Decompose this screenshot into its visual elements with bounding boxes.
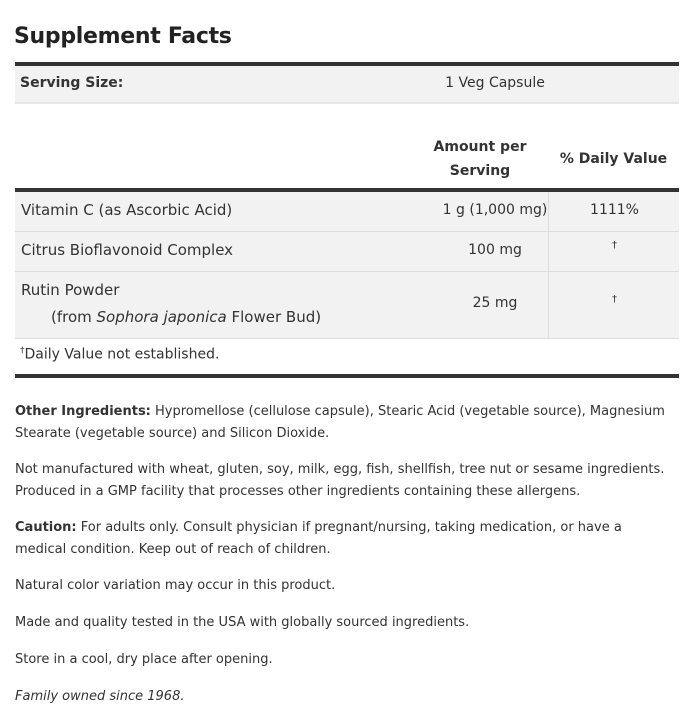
ingredient-name: Citrus Bioflavonoid Complex	[21, 241, 234, 259]
allergen-note: Not manufactured with wheat, gluten, soy…	[15, 462, 665, 499]
divider	[15, 374, 679, 378]
amount-header: Amount per Serving	[433, 139, 527, 179]
serving-size-value: 1 Veg Capsule	[445, 75, 545, 91]
storage-note: Store in a cool, dry place after opening…	[15, 652, 273, 667]
ingredient-name: Vitamin C (as Ascorbic Acid)	[21, 201, 233, 219]
ingredient-source: (from Sophora japonica Flower Bud)	[51, 308, 321, 326]
caution-text: For adults only. Consult physician if pr…	[15, 520, 622, 557]
table-row: Rutin Powder (from Sophora japonica Flow…	[15, 272, 679, 339]
source-suffix: Flower Bud)	[226, 308, 322, 326]
other-ingredients-label: Other Ingredients:	[15, 404, 151, 419]
other-ingredients-text: Hypromellose (cellulose capsule), Steari…	[15, 404, 665, 441]
footnote-text: Daily Value not established.	[24, 346, 220, 363]
source-prefix: (from	[51, 308, 97, 326]
ingredient-name: Rutin Powder	[21, 281, 120, 299]
daily-value-header: % Daily Value	[559, 151, 668, 167]
color-note: Natural color variation may occur in thi…	[15, 578, 336, 593]
caution-label: Caution:	[15, 520, 77, 535]
ingredient-amount: 25 mg	[472, 295, 518, 311]
family-note: Family owned since 1968.	[15, 689, 185, 704]
serving-size-label: Serving Size:	[20, 75, 124, 91]
serving-size-row: Serving Size: 1 Veg Capsule	[15, 66, 679, 104]
table-row: Citrus Bioflavonoid Complex 100 mg †	[15, 232, 679, 272]
footnote: †Daily Value not established.	[20, 346, 219, 363]
ingredient-dv: †	[548, 232, 680, 271]
table-row: Vitamin C (as Ascorbic Acid) 1 g (1,000 …	[15, 192, 679, 232]
source-species: Sophora japonica	[96, 308, 227, 326]
divider	[15, 188, 679, 192]
divider	[15, 62, 679, 66]
caution-note: Caution: For adults only. Consult physic…	[15, 517, 675, 561]
other-ingredients: Other Ingredients: Hypromellose (cellulo…	[15, 401, 675, 445]
dagger-mark: †	[20, 346, 25, 356]
ingredient-dv: 1111%	[548, 192, 680, 231]
made-note: Made and quality tested in the USA with …	[15, 615, 470, 630]
ingredient-dv: †	[548, 272, 680, 338]
ingredient-amount: 1 g (1,000 mg)	[442, 202, 548, 218]
page-title: Supplement Facts	[14, 24, 232, 49]
ingredient-amount: 100 mg	[468, 242, 522, 258]
